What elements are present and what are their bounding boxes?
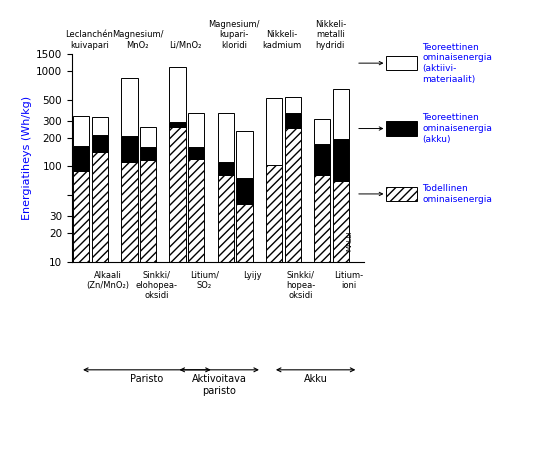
Bar bbox=[284, 97, 301, 113]
Text: Sinkki/
hopeа-
oksidi: Sinkki/ hopeа- oksidi bbox=[286, 271, 316, 300]
Bar bbox=[266, 165, 282, 262]
Bar bbox=[314, 120, 331, 144]
Text: Teoreettinen
ominaisenergia
(aktiivi-
materiaalit): Teoreettinen ominaisenergia (aktiivi- ma… bbox=[422, 42, 492, 84]
Bar bbox=[92, 152, 108, 262]
Text: Magnesium/
kupari-
kloridi: Magnesium/ kupari- kloridi bbox=[208, 20, 259, 50]
Bar bbox=[217, 113, 234, 162]
Text: Litium-
ioni: Litium- ioni bbox=[335, 271, 364, 290]
Bar bbox=[73, 146, 89, 170]
Bar bbox=[236, 131, 253, 178]
Bar bbox=[333, 138, 349, 181]
Text: Nikkeli-
metalli
hydridi: Nikkeli- metalli hydridi bbox=[315, 20, 346, 50]
Bar bbox=[217, 175, 234, 262]
Bar bbox=[121, 78, 137, 135]
Bar bbox=[284, 113, 301, 128]
Text: Todellinen
ominaisenergia: Todellinen ominaisenergia bbox=[422, 184, 492, 204]
Text: Li/MnO₂: Li/MnO₂ bbox=[169, 41, 202, 50]
Text: Alkaali
(Zn/MnO₂): Alkaali (Zn/MnO₂) bbox=[87, 271, 130, 290]
Text: Teoreettinen
ominaisenergia
(akku): Teoreettinen ominaisenergia (akku) bbox=[422, 113, 492, 144]
Text: MALLI: MALLI bbox=[346, 230, 352, 251]
Bar bbox=[92, 117, 108, 134]
Text: Magnesium/
MnO₂: Magnesium/ MnO₂ bbox=[112, 30, 163, 50]
Bar bbox=[121, 135, 137, 162]
Bar bbox=[217, 162, 234, 175]
Bar bbox=[73, 115, 89, 146]
Bar bbox=[188, 147, 204, 159]
Bar bbox=[121, 162, 137, 262]
Bar bbox=[266, 98, 282, 165]
Bar bbox=[92, 134, 108, 152]
Bar bbox=[188, 113, 204, 147]
Bar bbox=[333, 89, 349, 138]
Bar bbox=[333, 181, 349, 262]
Text: Akku: Akku bbox=[304, 374, 327, 384]
Bar bbox=[140, 161, 156, 262]
Bar bbox=[284, 128, 301, 262]
Bar bbox=[73, 170, 89, 262]
Bar bbox=[236, 204, 253, 262]
Text: Sinkki/
elohopeа-
oksidi: Sinkki/ elohopeа- oksidi bbox=[135, 271, 177, 300]
Text: Leclanchén
kuivapari: Leclanchén kuivapari bbox=[65, 30, 113, 50]
Bar bbox=[169, 67, 185, 122]
Bar bbox=[236, 178, 253, 204]
Bar bbox=[314, 144, 331, 175]
Y-axis label: Energiatiheys (Wh/kg): Energiatiheys (Wh/kg) bbox=[22, 96, 31, 220]
Text: Litium/
SO₂: Litium/ SO₂ bbox=[190, 271, 219, 290]
Bar bbox=[169, 127, 185, 262]
Text: Nikkeli-
kadmium: Nikkeli- kadmium bbox=[263, 30, 302, 50]
Bar bbox=[188, 159, 204, 262]
Text: Lyijy: Lyijy bbox=[243, 271, 262, 280]
Bar bbox=[169, 122, 185, 127]
Bar bbox=[140, 127, 156, 147]
Bar bbox=[140, 147, 156, 161]
Bar bbox=[314, 175, 331, 262]
Text: Aktivoitava
paristo: Aktivoitava paristo bbox=[192, 374, 247, 396]
Text: Paristo: Paristo bbox=[130, 374, 163, 384]
